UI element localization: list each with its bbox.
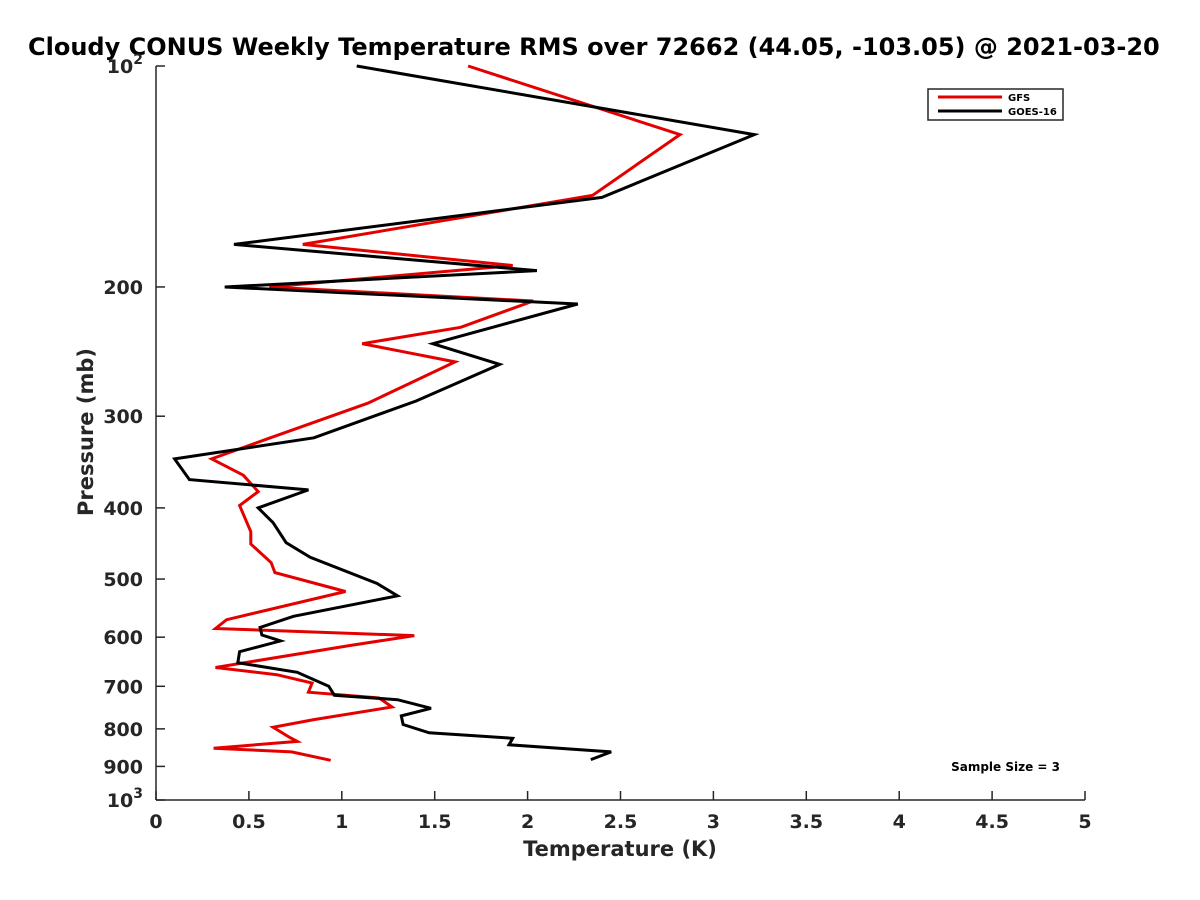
x-tick-label: 3	[707, 811, 720, 833]
plot-area: 0 0.5 1 1.5 2 2.5 3 3.5 4 4.5 5 102 200 300 400 500 600 7…	[103, 52, 1091, 833]
y-tick-label: 200	[103, 277, 143, 299]
x-tick-label: 4	[893, 811, 906, 833]
x-tick-label: 3.5	[789, 811, 823, 833]
x-tick-label: 1.5	[418, 811, 452, 833]
x-tick-label: 2	[521, 811, 534, 833]
x-tick-label: 2.5	[604, 811, 638, 833]
y-tick-label: 500	[103, 569, 143, 591]
sample-size-note: Sample Size = 3	[951, 760, 1060, 774]
y-tick-label: 800	[103, 719, 143, 741]
y-tick-label: 600	[103, 627, 143, 649]
legend-label-gfs: GFS	[1008, 93, 1030, 104]
x-tick-label: 5	[1078, 811, 1091, 833]
y-tick-label: 700	[103, 676, 143, 698]
y-tick-label: 400	[103, 498, 143, 520]
chart-title: Cloudy CONUS Weekly Temperature RMS over…	[28, 33, 1160, 61]
series-line-goes-16	[171, 64, 760, 762]
y-tick-label: 300	[103, 406, 143, 428]
legend: GFS GOES-16	[927, 88, 1064, 121]
x-tick-label: 0.5	[232, 811, 266, 833]
legend-label-goes-16: GOES-16	[1008, 107, 1057, 118]
x-axis-label: Temperature (K)	[523, 837, 717, 861]
y-tick-label: 102	[107, 52, 143, 78]
y-axis-label: Pressure (mb)	[74, 348, 98, 516]
y-tick-label: 103	[107, 786, 143, 812]
x-tick-label: 1	[335, 811, 348, 833]
legend-box	[927, 88, 1064, 121]
x-tick-label: 4.5	[975, 811, 1009, 833]
series-line-gfs	[207, 64, 684, 762]
y-tick-label: 900	[103, 756, 143, 778]
x-tick-label: 0	[149, 811, 162, 833]
